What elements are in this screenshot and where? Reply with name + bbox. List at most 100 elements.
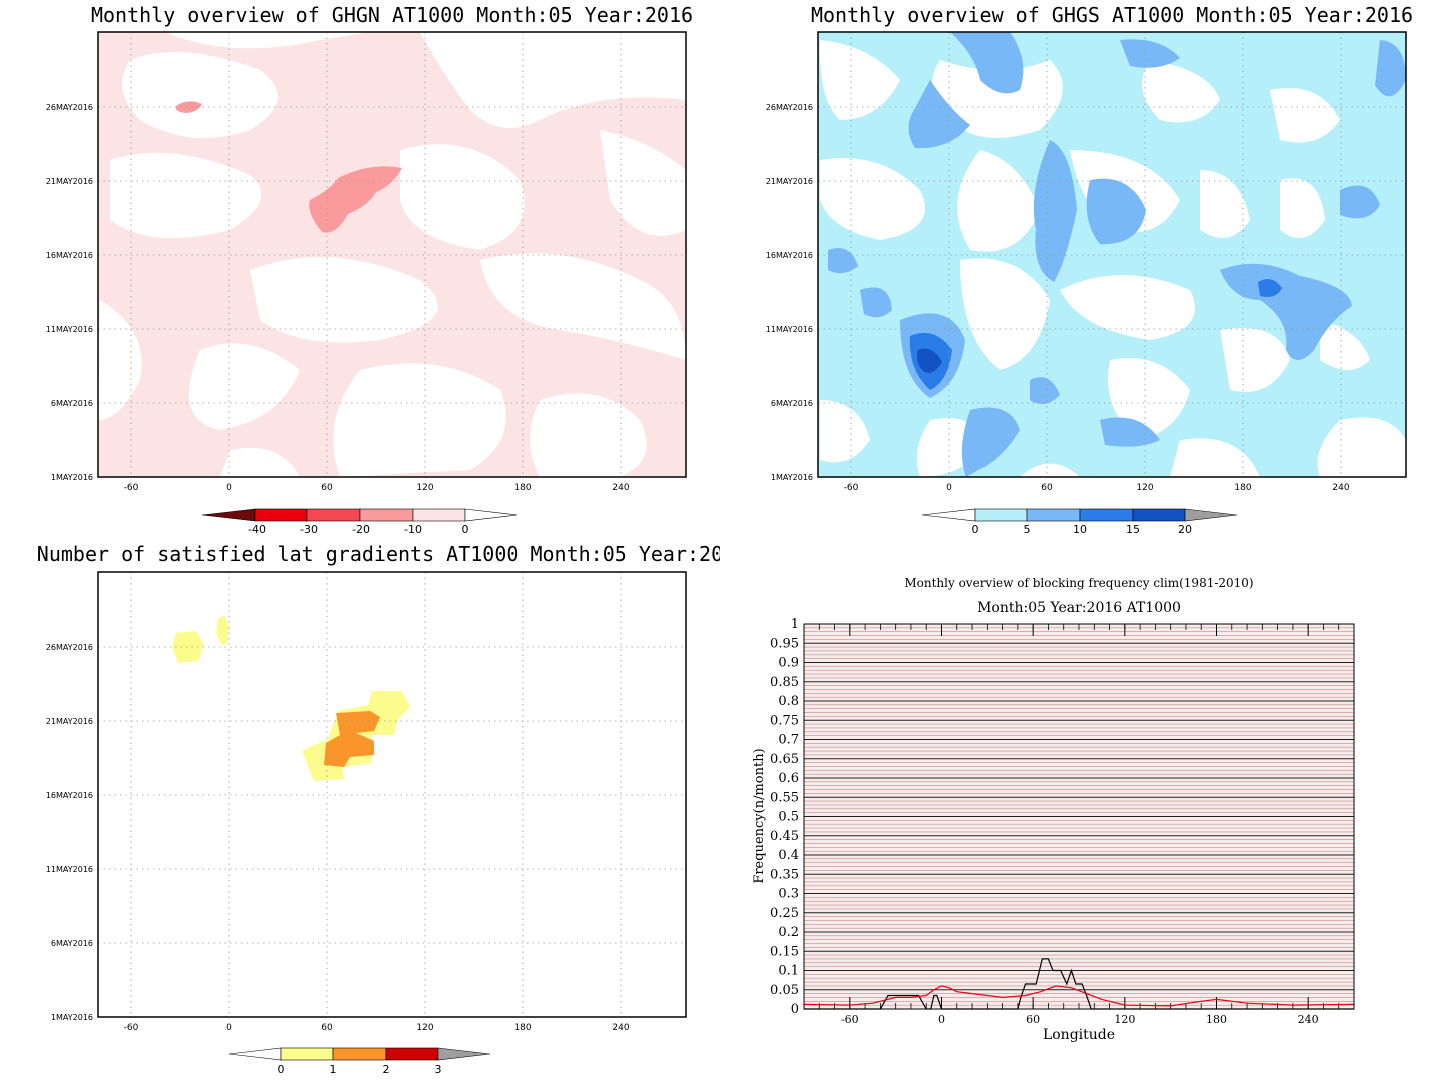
y-tick-label: 0.65	[770, 752, 799, 767]
blocking-ylabel: Frequency(n/month)	[752, 748, 767, 883]
gradients-colorbar-segment	[437, 1047, 491, 1061]
y-tick-label: 1	[791, 617, 799, 632]
ghgn-colorbar-segment	[306, 508, 361, 522]
ghgn-x-tick: 0	[226, 483, 232, 493]
gradients-colorbar-segment	[228, 1047, 282, 1061]
ghgn-colorbar-segment	[201, 508, 256, 522]
y-tick-label: 0.05	[770, 983, 799, 998]
ghgn-y-tick: 26MAY2016	[46, 103, 93, 112]
ghgn-y-tick: 1MAY2016	[51, 473, 93, 482]
blocking-grid	[804, 624, 1354, 1009]
gradients-colorbar-label: 3	[435, 1063, 442, 1076]
ghgs-colorbar-label: 10	[1073, 523, 1087, 536]
x-tick-label: 120	[1114, 1013, 1135, 1026]
ghgn-x-tick: -60	[124, 483, 139, 493]
gradients-y-tick: 21MAY2016	[46, 717, 93, 726]
ghgn-panel: Monthly overview of GHGN AT1000 Month:05…	[0, 0, 720, 545]
ghgs-x-ticks: -60 0 60 120 180 240	[844, 483, 1350, 493]
ghgn-colorbar-segment	[464, 508, 518, 522]
gradients-y-tick: 6MAY2016	[51, 939, 93, 948]
y-tick-label: 0.25	[770, 906, 799, 921]
ghgs-colorbar-segment	[1026, 508, 1081, 522]
x-tick-label: 180	[1206, 1013, 1227, 1026]
ghgs-colorbar-label: 20	[1178, 523, 1192, 536]
ghgs-y-tick: 1MAY2016	[771, 473, 813, 482]
ghgn-frame	[97, 31, 687, 478]
ghgs-frame	[817, 31, 1407, 478]
y-tick-label: 0.35	[770, 867, 799, 882]
gradients-colorbar-label: 1	[330, 1063, 337, 1076]
ghgs-x-tick: 0	[946, 483, 952, 493]
ghgs-colorbar-segment	[974, 508, 1028, 522]
gradients-colorbar-segment	[385, 1047, 439, 1061]
ghgn-chart: Monthly overview of GHGN AT1000 Month:05…	[46, 3, 693, 536]
y-tick-label: 0.85	[770, 675, 799, 690]
ghgn-y-tick: 11MAY2016	[46, 325, 93, 334]
x-tick-label: -60	[841, 1013, 859, 1026]
gradients-colorbar-label: 2	[383, 1063, 390, 1076]
ghgs-colorbar-label: 15	[1126, 523, 1140, 536]
ghgs-y-tick: 26MAY2016	[766, 103, 813, 112]
ghgn-y-tick: 6MAY2016	[51, 399, 93, 408]
y-tick-label: 0.6	[778, 771, 799, 786]
ghgs-colorbar: 0 5 10 15 20	[921, 508, 1238, 536]
gradients-title: Number of satisfied lat gradients AT1000…	[37, 545, 720, 566]
gradients-y-tick: 11MAY2016	[46, 865, 93, 874]
ghgn-colorbar-label: -20	[352, 523, 370, 536]
gradients-contours	[98, 572, 686, 1017]
ghgs-colorbar-segment	[1132, 508, 1186, 522]
ghgs-y-tick: 16MAY2016	[766, 251, 813, 260]
gradients-x-tick: 120	[416, 1023, 433, 1033]
y-tick-label: 0.45	[770, 829, 799, 844]
y-tick-label: 0	[791, 1002, 799, 1017]
gradients-y-tick: 1MAY2016	[51, 1013, 93, 1022]
ghgn-title: Monthly overview of GHGN AT1000 Month:05…	[91, 3, 693, 27]
gradients-colorbar-segment	[280, 1047, 334, 1061]
ghgs-title: Monthly overview of GHGS AT1000 Month:05…	[811, 3, 1413, 27]
y-tick-label: 0.3	[778, 887, 799, 902]
y-tick-label: 0.2	[778, 925, 799, 940]
x-tick-label: 60	[1026, 1013, 1040, 1026]
blocking-panel: Monthly overview of blocking frequency c…	[720, 545, 1440, 1091]
gradients-frame	[97, 571, 687, 1018]
blocking-xlabel: Longitude	[1043, 1027, 1115, 1043]
ghgn-colorbar-segment	[254, 508, 308, 522]
gradients-y-ticks: 1MAY2016 6MAY2016 11MAY2016 16MAY2016 21…	[46, 643, 93, 1022]
ghgs-x-tick: 240	[1332, 483, 1349, 493]
series-line	[803, 985, 1355, 1007]
blocking-subtitle: Month:05 Year:2016 AT1000	[977, 600, 1181, 616]
y-tick-label: 0.75	[770, 713, 799, 728]
blocking-title: Monthly overview of blocking frequency c…	[904, 576, 1253, 590]
ghgn-y-ticks: 1MAY2016 6MAY2016 11MAY2016 16MAY2016 21…	[46, 103, 93, 482]
gradients-x-ticks: -60 0 60 120 180 240	[124, 1023, 630, 1033]
ghgn-contours	[98, 32, 686, 477]
y-tick-label: 0.1	[778, 964, 799, 979]
ghgn-y-tick: 16MAY2016	[46, 251, 93, 260]
gradients-chart: Number of satisfied lat gradients AT1000…	[37, 545, 720, 1076]
gradients-y-tick: 26MAY2016	[46, 643, 93, 652]
y-tick-label: 0.55	[770, 790, 799, 805]
ghgs-contours	[818, 32, 1406, 477]
ghgs-x-tick: 60	[1041, 483, 1053, 493]
ghgn-colorbar-segment	[412, 508, 466, 522]
x-tick-label: 0	[938, 1013, 945, 1026]
ghgs-panel: Monthly overview of GHGS AT1000 Month:05…	[720, 0, 1440, 545]
ghgn-x-ticks: -60 0 60 120 180 240	[124, 483, 630, 493]
ghgs-y-tick: 21MAY2016	[766, 177, 813, 186]
blocking-chart: Monthly overview of blocking frequency c…	[752, 576, 1355, 1043]
ghgs-x-tick: 120	[1136, 483, 1153, 493]
ghgn-y-tick: 21MAY2016	[46, 177, 93, 186]
ghgs-chart: Monthly overview of GHGS AT1000 Month:05…	[766, 3, 1413, 536]
ghgn-colorbar-label: -40	[248, 523, 266, 536]
y-tick-label: 0.15	[770, 944, 799, 959]
x-tick-label: 240	[1298, 1013, 1319, 1026]
ghgs-y-tick: 11MAY2016	[766, 325, 813, 334]
ghgn-colorbar-label: -30	[300, 523, 318, 536]
ghgn-x-tick: 120	[416, 483, 433, 493]
ghgs-y-tick: 6MAY2016	[771, 399, 813, 408]
ghgs-colorbar-segment	[1079, 508, 1134, 522]
gradients-x-tick: 180	[514, 1023, 531, 1033]
gradients-panel: Number of satisfied lat gradients AT1000…	[0, 545, 720, 1091]
ghgs-colorbar-segment	[921, 508, 976, 522]
y-tick-label: 0.9	[778, 656, 799, 671]
